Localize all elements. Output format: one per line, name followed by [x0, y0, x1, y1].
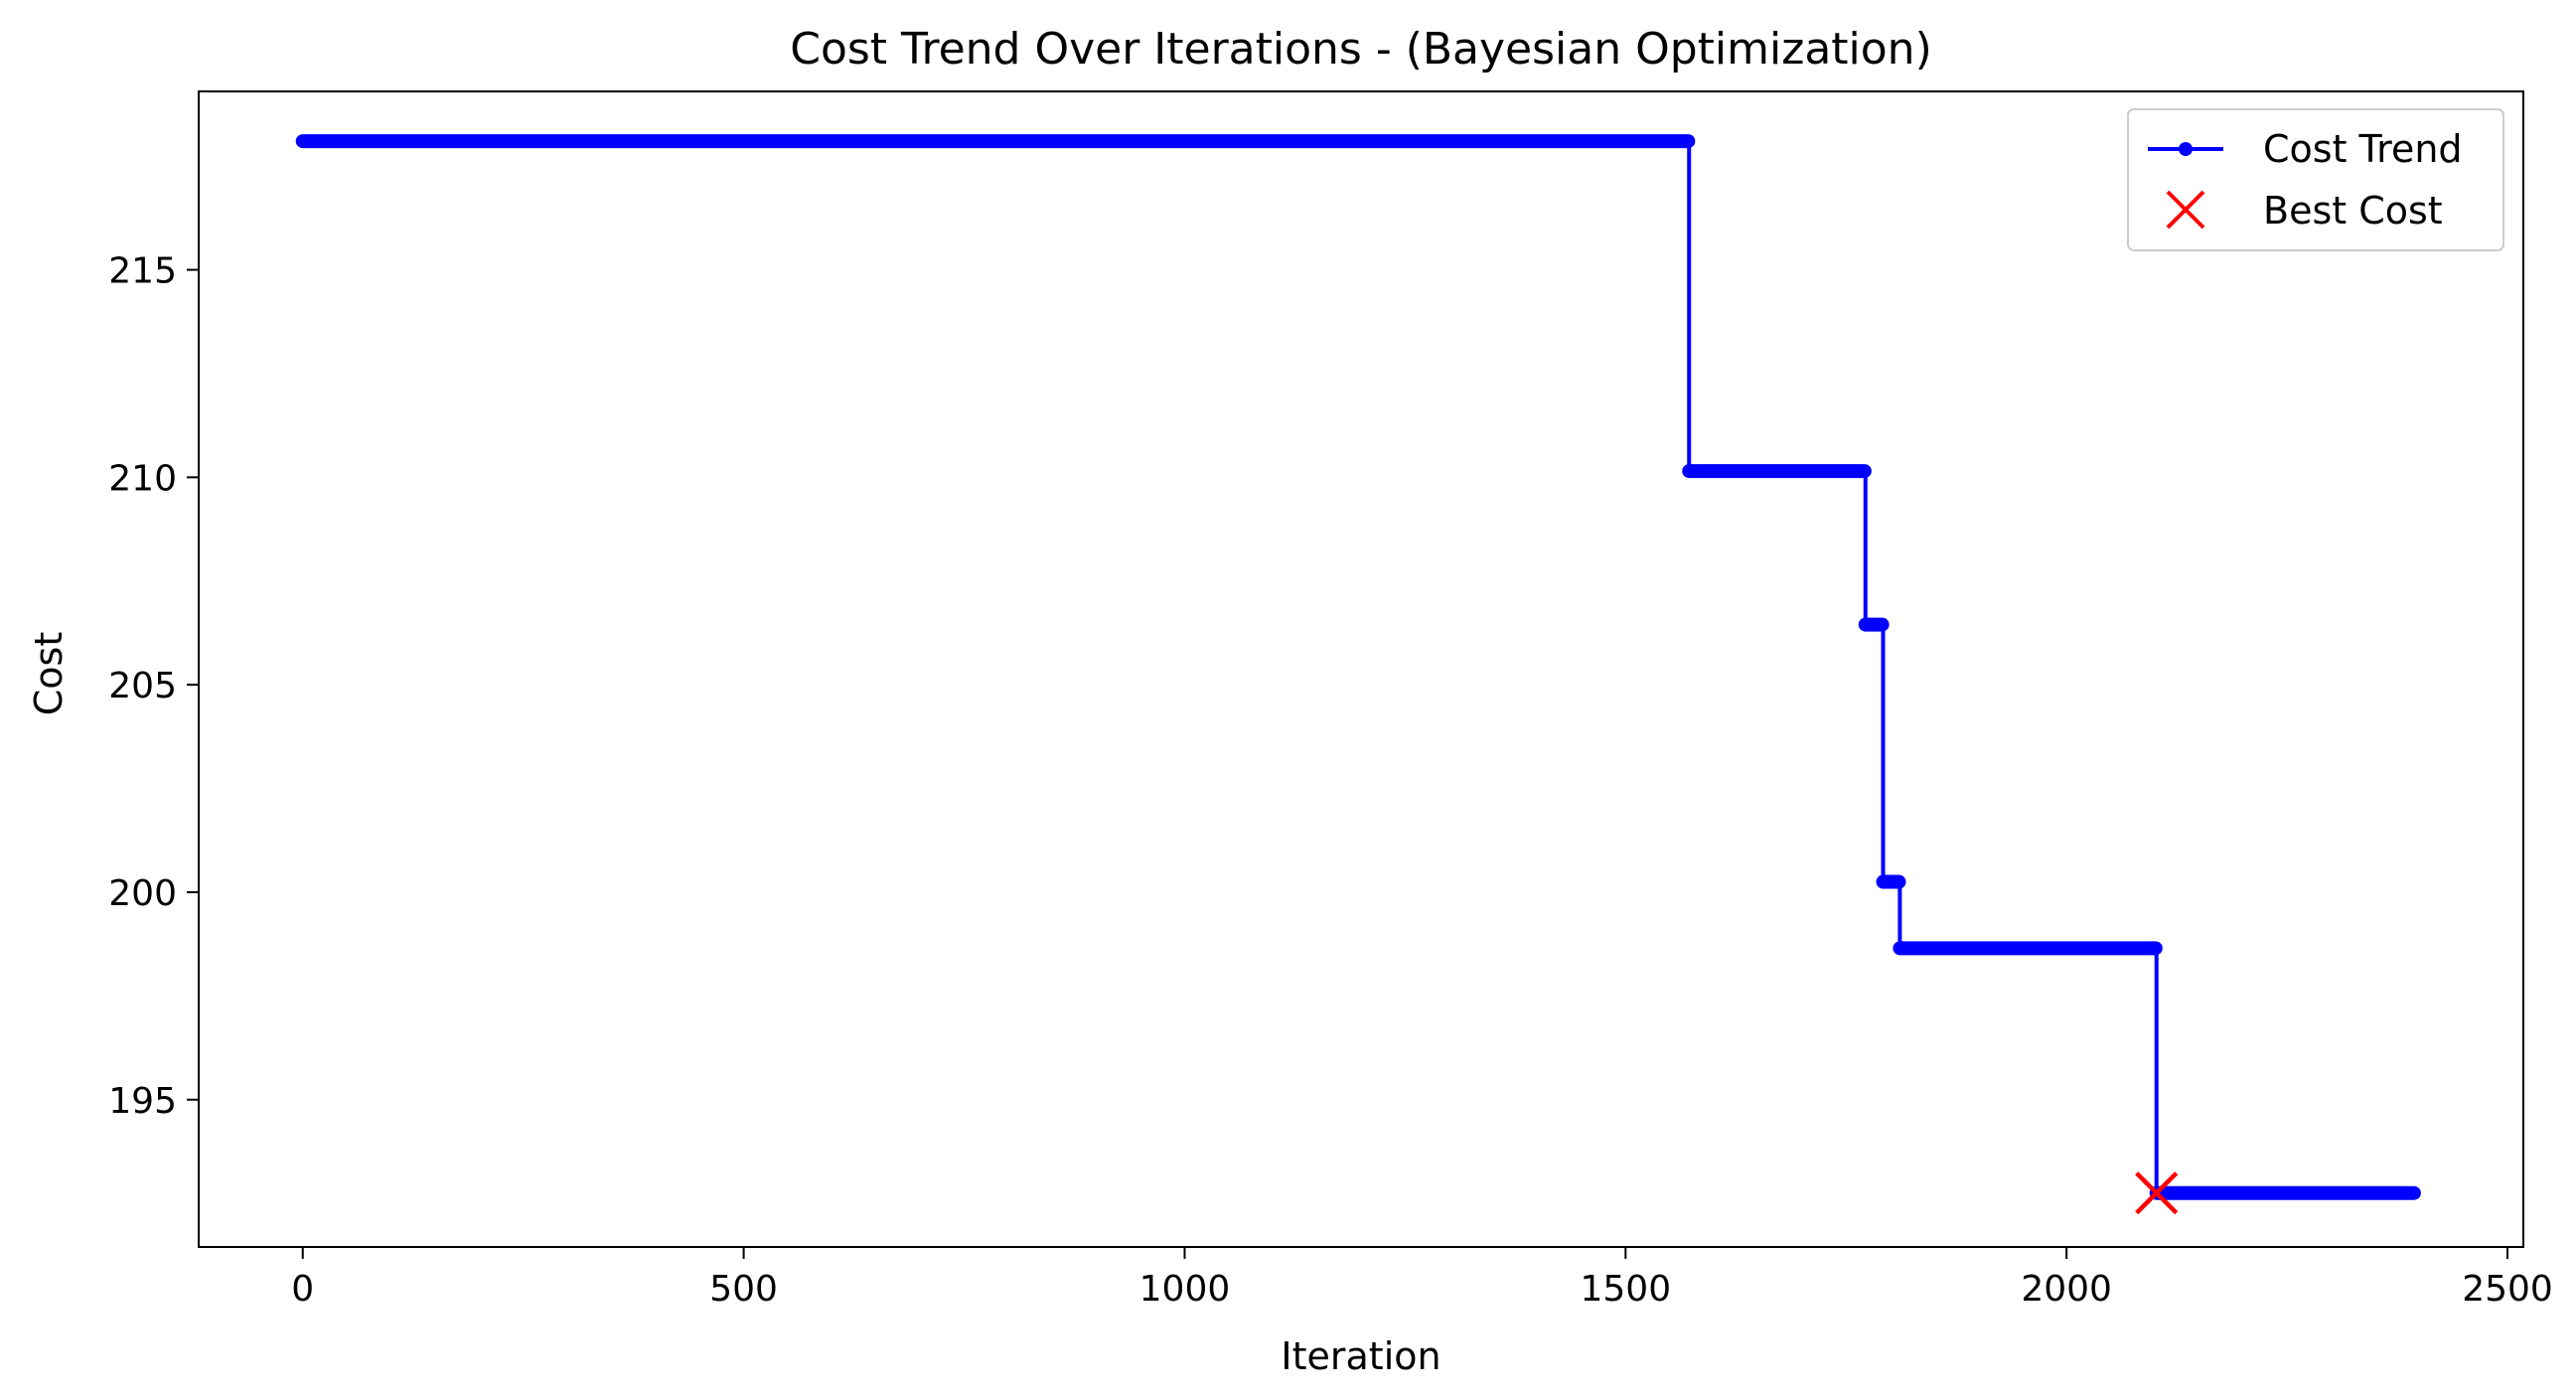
- x-tick-label: 2500: [2462, 1269, 2553, 1310]
- chart-title: Cost Trend Over Iterations - (Bayesian O…: [790, 24, 1931, 75]
- plot-area: [198, 90, 2524, 1248]
- best-cost-marker: [2135, 1171, 2179, 1215]
- y-tick-label: 210: [108, 458, 177, 499]
- best-cost-marker-stroke: [2135, 1171, 2179, 1215]
- legend-label-best-cost: Best Cost: [2263, 189, 2443, 233]
- y-tick-label: 215: [108, 251, 177, 292]
- axes-frame: [198, 90, 2524, 1248]
- legend-label-cost-trend: Cost Trend: [2263, 127, 2463, 171]
- x-tick-label: 500: [709, 1269, 778, 1310]
- x-tick-label: 1000: [1139, 1269, 1231, 1310]
- legend-dot-marker: [2179, 142, 2193, 156]
- y-axis-label: Cost: [27, 632, 71, 715]
- legend-box: [2127, 108, 2504, 251]
- x-tick-label: 0: [291, 1269, 314, 1310]
- y-tick-label: 195: [108, 1081, 177, 1122]
- legend: Cost Trend Best Cost: [2127, 108, 2504, 251]
- series-layer: [295, 134, 2421, 1215]
- legend-x-marker: [2166, 190, 2205, 230]
- x-axis-label: Iteration: [1281, 1334, 1440, 1378]
- x-tick-label: 1500: [1581, 1269, 1672, 1310]
- y-tick-label: 200: [108, 873, 177, 914]
- x-axis-ticks: 0 500 1000 1500 2000 2500: [291, 1247, 2553, 1310]
- y-tick-label: 205: [108, 666, 177, 706]
- x-tick-label: 2000: [2021, 1269, 2112, 1310]
- y-axis-ticks: 195 200 205 210 215: [108, 251, 199, 1122]
